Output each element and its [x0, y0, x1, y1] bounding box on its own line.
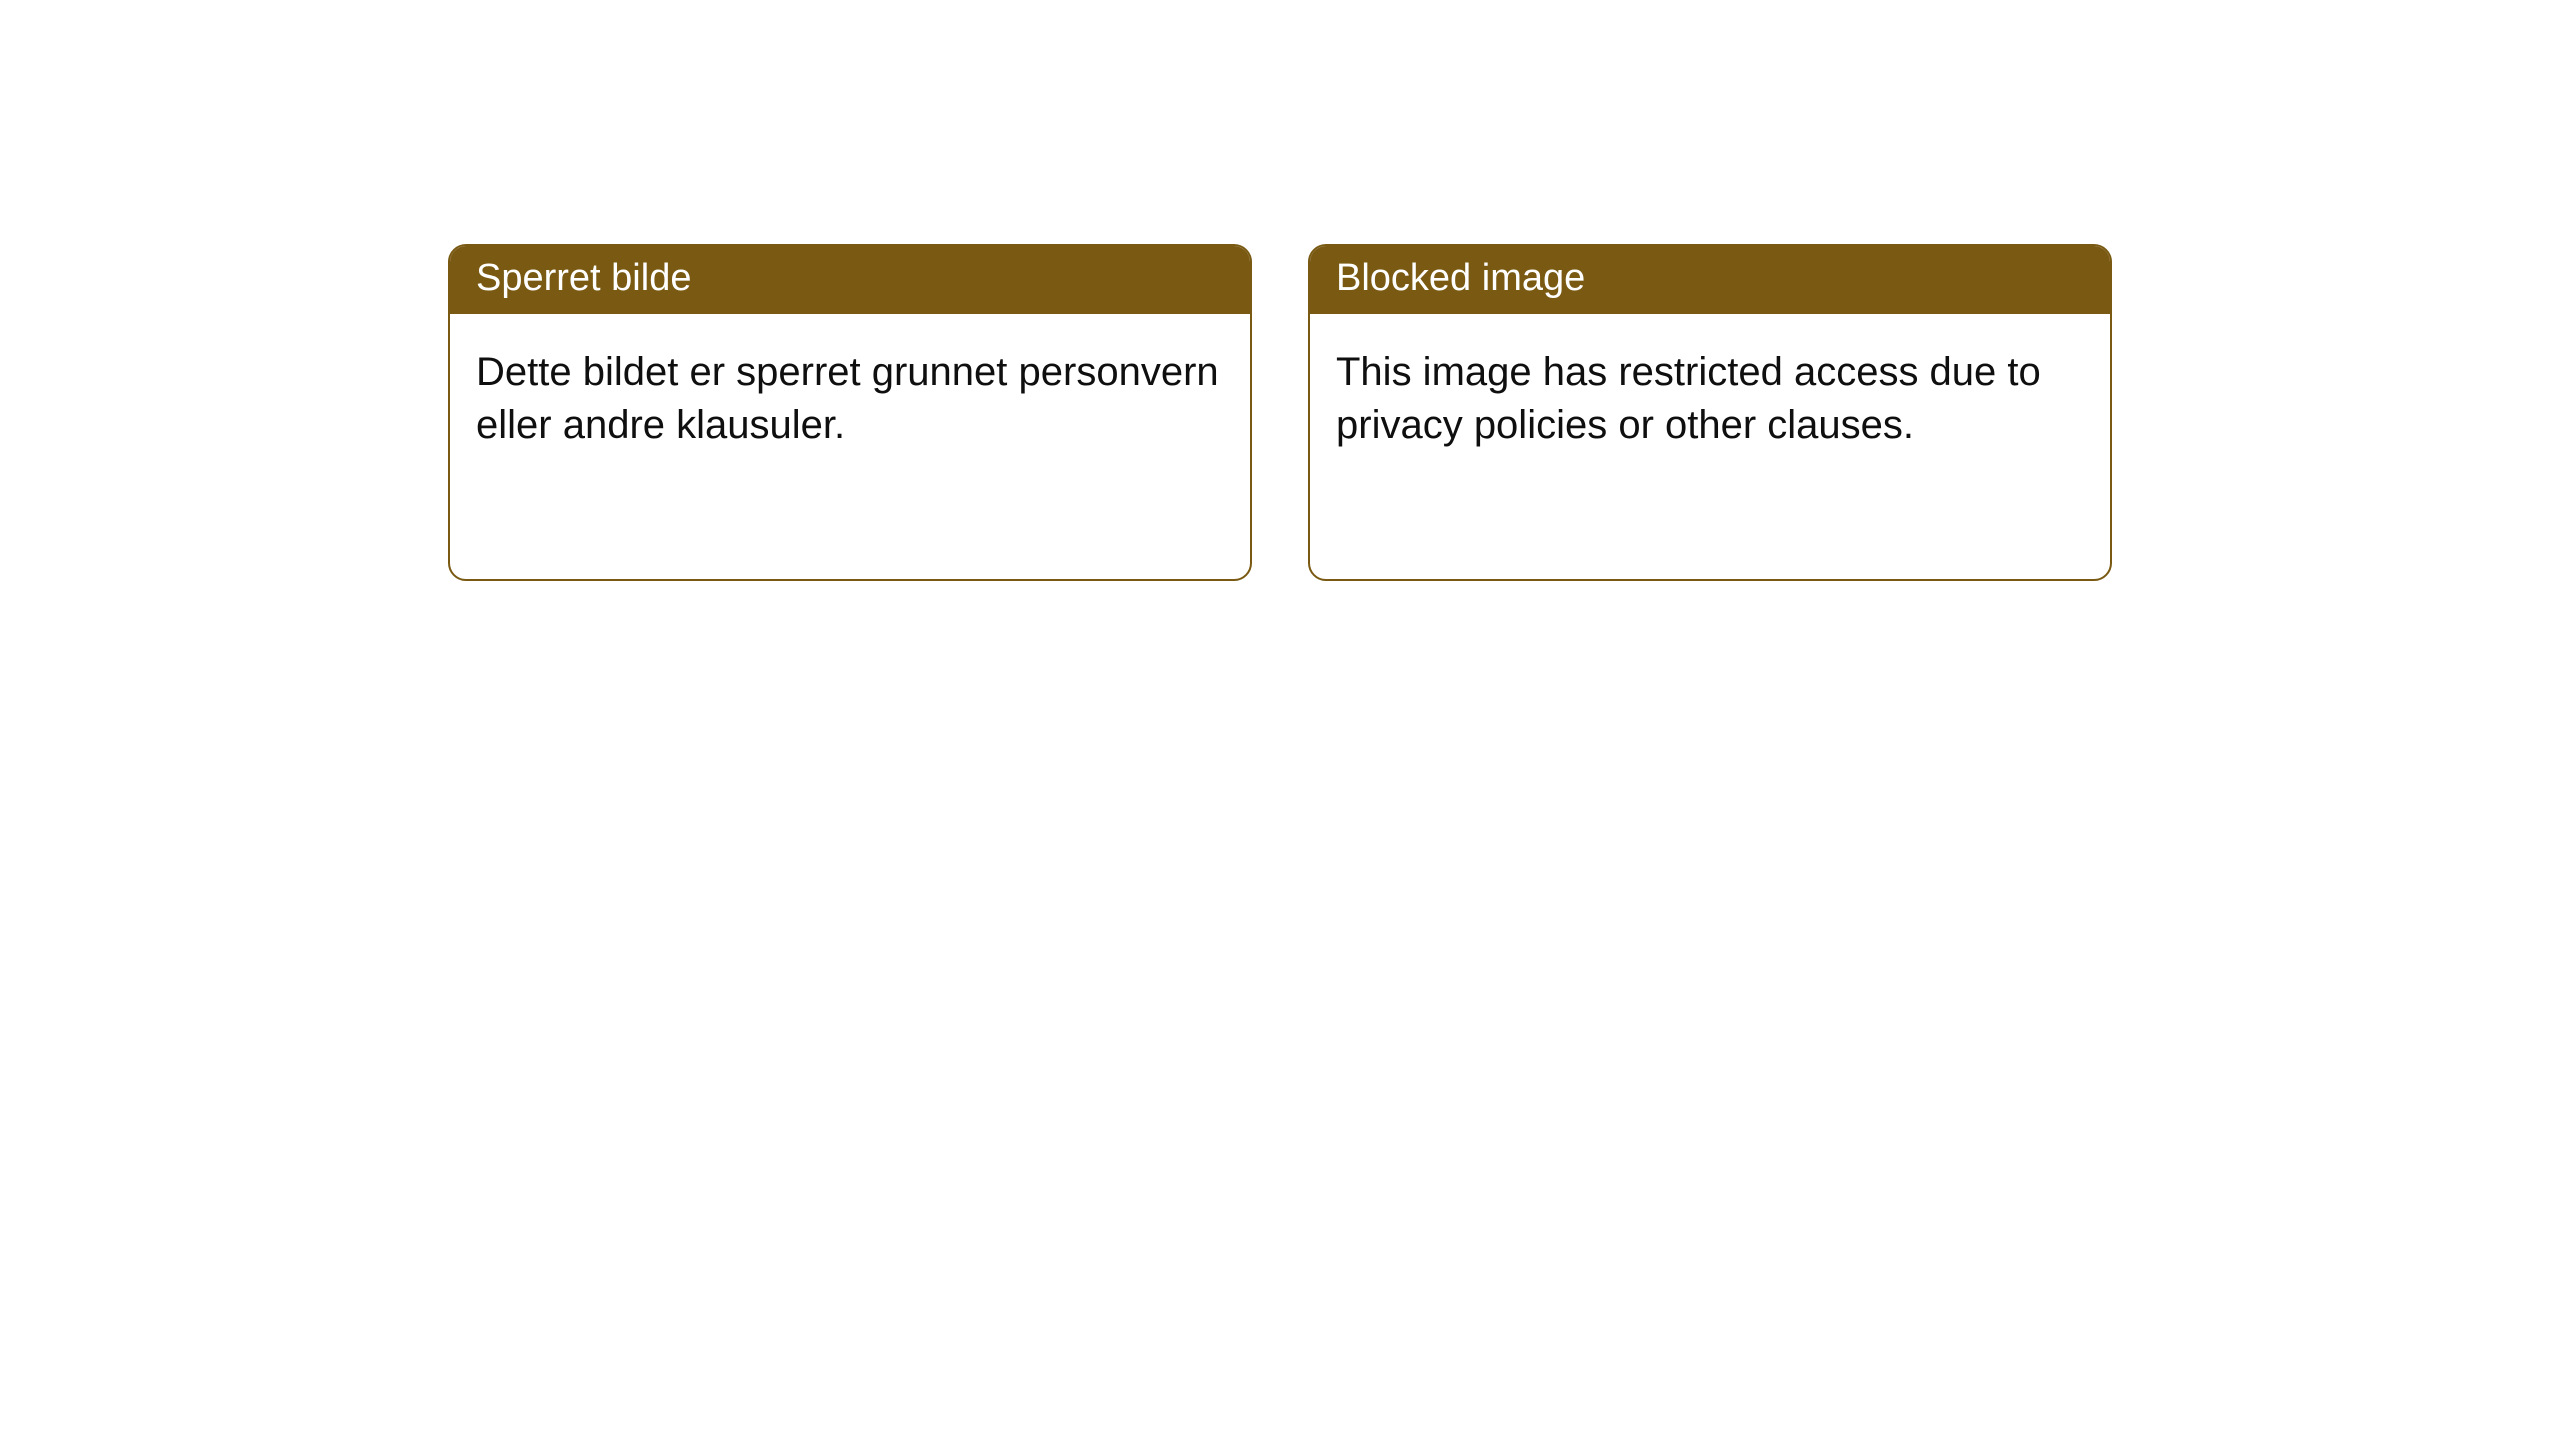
- card-header-en: Blocked image: [1310, 246, 2110, 314]
- blocked-image-card-no: Sperret bilde Dette bildet er sperret gr…: [448, 244, 1252, 581]
- card-body-en: This image has restricted access due to …: [1310, 314, 2110, 484]
- notice-cards-container: Sperret bilde Dette bildet er sperret gr…: [448, 244, 2112, 581]
- card-body-no: Dette bildet er sperret grunnet personve…: [450, 314, 1250, 484]
- blocked-image-card-en: Blocked image This image has restricted …: [1308, 244, 2112, 581]
- card-header-no: Sperret bilde: [450, 246, 1250, 314]
